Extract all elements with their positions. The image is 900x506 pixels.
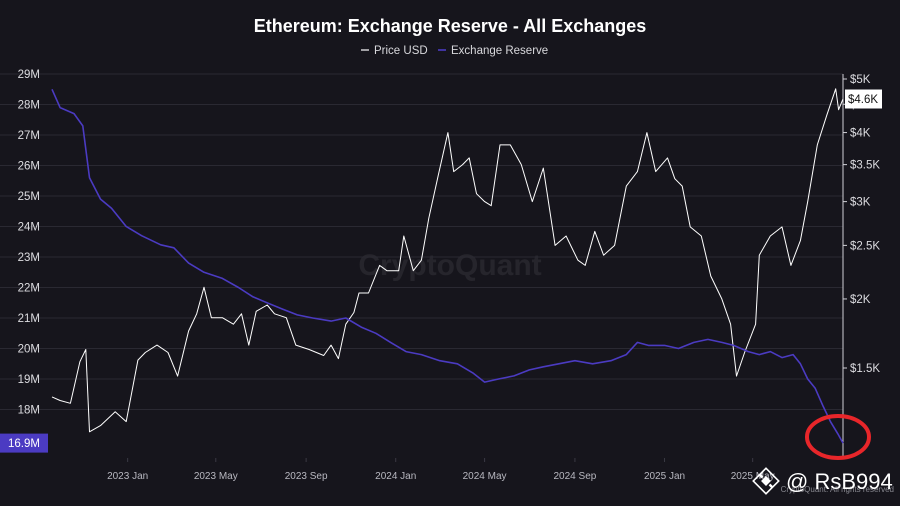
left-tick-label-2: 27M bbox=[18, 130, 40, 142]
left-tick-label-3: 26M bbox=[18, 161, 40, 173]
x-tick-label-3: 2024 Jan bbox=[375, 471, 416, 482]
left-axis-ticks: 29M 28M 27M 26M 25M 24M 23M 22M 21M 20M 19M 18M bbox=[18, 69, 40, 417]
x-tick-label-1: 2023 May bbox=[194, 471, 238, 482]
right-tick-label-3: $3.5K bbox=[850, 160, 880, 172]
left-tick-label-11: 18M bbox=[18, 405, 40, 417]
x-tick-label-7: 2025 May bbox=[731, 471, 775, 482]
highlight-circle bbox=[805, 414, 871, 460]
x-tick-label-5: 2024 Sep bbox=[554, 471, 597, 482]
right-current-tag-box bbox=[845, 89, 882, 109]
left-tick-label-10: 19M bbox=[18, 374, 40, 386]
legend-label-reserve: Exchange Reserve bbox=[451, 45, 548, 57]
right-current-tag-label: $4.6K bbox=[848, 94, 878, 106]
left-tick-label-8: 21M bbox=[18, 313, 40, 325]
x-tick-label-2: 2023 Sep bbox=[285, 471, 328, 482]
left-tick-label-0: 29M bbox=[18, 69, 40, 81]
series-line-reserve bbox=[51, 88, 844, 444]
overlay-handle: @ RsB994 bbox=[786, 469, 893, 494]
left-tick-label-1: 28M bbox=[18, 100, 40, 112]
watermark: CryptoQuant bbox=[358, 249, 541, 282]
right-tick-label-7: $1.5K bbox=[850, 363, 880, 375]
grid bbox=[0, 73, 843, 410]
legend: Price USD Exchange Reserve bbox=[361, 45, 548, 57]
right-tick-label-5: $2.5K bbox=[850, 240, 880, 252]
right-current-value-tag: $4.6K bbox=[845, 89, 882, 109]
left-current-tag-box bbox=[0, 433, 48, 453]
right-tick-label-2: $4K bbox=[850, 128, 871, 140]
left-tick-label-5: 24M bbox=[18, 222, 40, 234]
chart-title: Ethereum: Exchange Reserve - All Exchang… bbox=[254, 16, 646, 36]
left-tick-label-7: 22M bbox=[18, 283, 40, 295]
x-tick-label-6: 2025 Jan bbox=[644, 471, 685, 482]
left-tick-label-4: 25M bbox=[18, 191, 40, 203]
left-tick-label-6: 23M bbox=[18, 252, 40, 264]
left-current-value-tag: 16.9M bbox=[0, 433, 48, 453]
series-line-price bbox=[51, 88, 844, 433]
copyright-text: CryptoQuant. All rights reserved bbox=[781, 485, 894, 494]
left-current-tag-label: 16.9M bbox=[8, 438, 40, 450]
overlay-watermark: @ RsB994 bbox=[752, 467, 893, 495]
x-tick-label-4: 2024 May bbox=[463, 471, 507, 482]
legend-label-price: Price USD bbox=[374, 45, 428, 57]
diamond-logo-icon bbox=[752, 467, 780, 495]
x-tick-label-0: 2023 Jan bbox=[107, 471, 148, 482]
left-tick-label-9: 20M bbox=[18, 344, 40, 356]
right-tick-label-6: $2K bbox=[850, 294, 871, 306]
right-tick-label-0: $5K bbox=[850, 74, 871, 86]
x-axis-ticks: 2023 Jan 2023 May 2023 Sep 2024 Jan 2024 May… bbox=[107, 458, 775, 482]
right-tick-label-4: $3K bbox=[850, 197, 871, 209]
